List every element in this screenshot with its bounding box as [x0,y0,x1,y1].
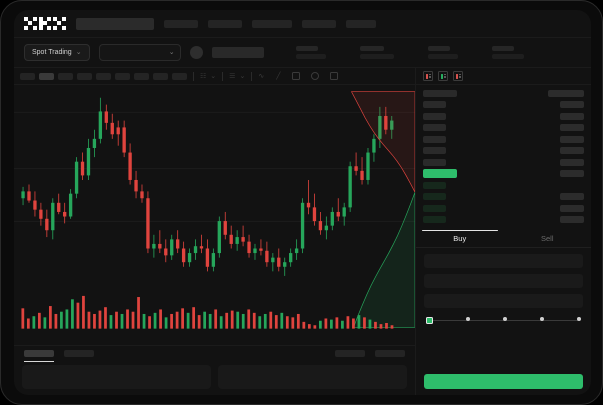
tab-sell[interactable]: Sell [504,231,592,247]
orderbook-header-row [423,89,584,98]
orderbook-view-bids-icon[interactable] [438,71,448,81]
fullscreen-icon[interactable] [330,72,338,80]
app-screen: Spot Trading ⌄ ⌄ [14,10,591,395]
timeframe-5[interactable] [96,73,111,80]
indicators-icon[interactable]: ☷ [200,73,206,80]
timeframe-9[interactable] [172,73,187,80]
orderbook-view-asks-icon[interactable] [453,71,463,81]
bottom-panels [14,361,415,395]
main-body: ☷ ⌄ ☰ ⌄ ∿ ╱ [14,68,591,395]
orderbook-view-both-icon[interactable] [423,71,433,81]
orderbook-rows[interactable] [416,85,591,231]
bottom-panel-right[interactable] [218,365,407,389]
timeframe-6[interactable] [115,73,130,80]
orderbook-current-price-row [423,170,584,179]
timeframe-7[interactable] [134,73,149,80]
bottom-tab-bar [14,345,415,361]
chart-toolbar: ☷ ⌄ ☰ ⌄ ∿ ╱ [14,68,415,85]
timeframe-3[interactable] [58,73,73,80]
timeframe-8[interactable] [153,73,168,80]
orderbook-bid-row[interactable] [423,193,584,202]
indicators-chevron-down-icon[interactable]: ⌄ [210,73,216,80]
nav-item-3[interactable] [252,20,292,28]
orderbook-ask-row[interactable] [423,112,584,121]
slider-node-25[interactable] [466,317,470,321]
orderbook-ask-row[interactable] [423,124,584,133]
depth-overlay [352,92,415,328]
pair-name [212,47,264,58]
slider-node-75[interactable] [540,317,544,321]
timeframe-2[interactable] [39,73,54,80]
stat-price [296,46,326,59]
orderbook-ask-row[interactable] [423,147,584,156]
slider-node-100[interactable] [577,317,581,321]
stat-volume [492,46,524,59]
chevron-down-icon: ⌄ [76,49,82,56]
nav-item-2[interactable] [208,20,242,28]
okx-logo[interactable] [24,17,66,30]
orderbook-ask-row[interactable] [423,101,584,110]
timeframe-1[interactable] [20,73,35,80]
nav-item-1[interactable] [164,20,198,28]
timeframe-4[interactable] [77,73,92,80]
orderbook-bid-row[interactable] [423,181,584,190]
toolbar-divider [251,72,252,81]
top-header [14,10,591,38]
volume-series [21,296,393,329]
spot-trading-label: Spot Trading [32,49,72,56]
orderbook-ask-row[interactable] [423,158,584,167]
search-input[interactable] [76,18,154,30]
pair-selector[interactable]: ⌄ [99,44,181,61]
tab-export[interactable] [375,350,405,357]
device-frame: Spot Trading ⌄ ⌄ [0,0,603,405]
tab-buy[interactable]: Buy [416,231,504,247]
settings-gear-icon[interactable] [311,72,319,80]
buy-sell-tabs: Buy Sell [416,231,591,248]
orderbook-bid-row[interactable] [423,204,584,213]
nav-item-4[interactable] [302,20,336,28]
buy-submit-button[interactable] [424,374,583,389]
stat-change [360,46,394,59]
bottom-panel-left[interactable] [22,365,211,389]
orderbook-ask-row[interactable] [423,135,584,144]
price-field[interactable] [424,274,583,288]
tab-open-orders[interactable] [24,350,54,357]
order-form [416,248,591,396]
chart-type-icon[interactable]: ☰ [229,73,235,80]
tab-order-history[interactable] [64,350,94,357]
chart-column: ☷ ⌄ ☰ ⌄ ∿ ╱ [14,68,416,395]
chart-type-chevron-down-icon[interactable]: ⌄ [239,73,245,80]
coin-avatar [190,46,203,59]
camera-icon[interactable] [292,72,300,80]
order-type-field[interactable] [424,254,583,268]
orderbook-view-toggles [416,68,591,85]
nav-item-5[interactable] [346,20,376,28]
candle-series [21,98,393,276]
candlestick-svg [14,85,415,345]
spot-trading-dropdown[interactable]: Spot Trading ⌄ [24,44,90,61]
price-chart[interactable] [14,85,415,345]
toolbar-divider [193,72,194,81]
stat-high-low [428,46,458,59]
orderbook-column: Buy Sell [416,68,591,395]
slider-node-50[interactable] [503,317,507,321]
slider-handle[interactable] [426,317,433,324]
market-subheader: Spot Trading ⌄ ⌄ [14,38,591,68]
amount-field[interactable] [424,294,583,308]
ruler-icon[interactable]: ╱ [276,73,280,80]
tab-filter[interactable] [335,350,365,357]
orderbook-bid-row[interactable] [423,216,584,225]
toolbar-divider [222,72,223,81]
chevron-down-icon: ⌄ [169,49,175,56]
line-tool-icon[interactable]: ∿ [258,73,264,80]
amount-percent-slider[interactable] [426,316,581,326]
